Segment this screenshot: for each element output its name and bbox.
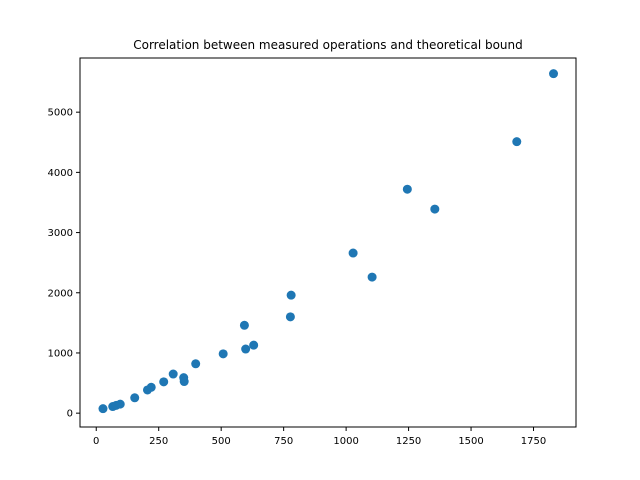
y-axis: 0 1000 2000 3000 4000 5000 — [48, 108, 80, 420]
x-axis: 0 250 500 750 1000 1250 1500 1750 — [93, 427, 546, 447]
y-tick-label: 2000 — [48, 288, 73, 299]
data-point — [159, 377, 169, 387]
data-point — [285, 312, 295, 322]
data-point — [348, 248, 358, 258]
data-point — [249, 340, 259, 350]
x-tick-label: 1750 — [521, 436, 546, 447]
data-point — [98, 404, 108, 414]
y-tick-label: 1000 — [48, 348, 73, 359]
data-point — [146, 382, 156, 392]
data-point — [512, 137, 522, 147]
y-tick-label: 3000 — [48, 228, 73, 239]
data-point — [402, 184, 412, 194]
chart-title: Correlation between measured operations … — [133, 38, 523, 52]
x-tick-label: 1500 — [458, 436, 483, 447]
x-tick-label: 750 — [274, 436, 293, 447]
data-point — [168, 369, 178, 379]
y-tick-label: 4000 — [48, 168, 73, 179]
plot-frame — [79, 57, 577, 428]
x-tick-label: 500 — [212, 436, 231, 447]
data-point — [191, 359, 201, 369]
data-point — [286, 290, 296, 300]
y-tick-label: 0 — [67, 409, 73, 420]
data-point — [218, 349, 228, 359]
x-tick-label: 1000 — [333, 436, 358, 447]
data-points — [98, 69, 559, 414]
data-point — [115, 399, 125, 409]
x-tick-label: 0 — [93, 436, 99, 447]
data-point — [130, 393, 140, 403]
data-point — [239, 320, 249, 330]
data-point — [430, 204, 440, 214]
data-point — [241, 344, 251, 354]
data-point — [179, 377, 189, 387]
x-tick-label: 250 — [149, 436, 168, 447]
data-point — [367, 272, 377, 282]
y-tick-label: 5000 — [48, 108, 73, 119]
data-point — [549, 69, 559, 79]
x-tick-label: 1250 — [396, 436, 421, 447]
